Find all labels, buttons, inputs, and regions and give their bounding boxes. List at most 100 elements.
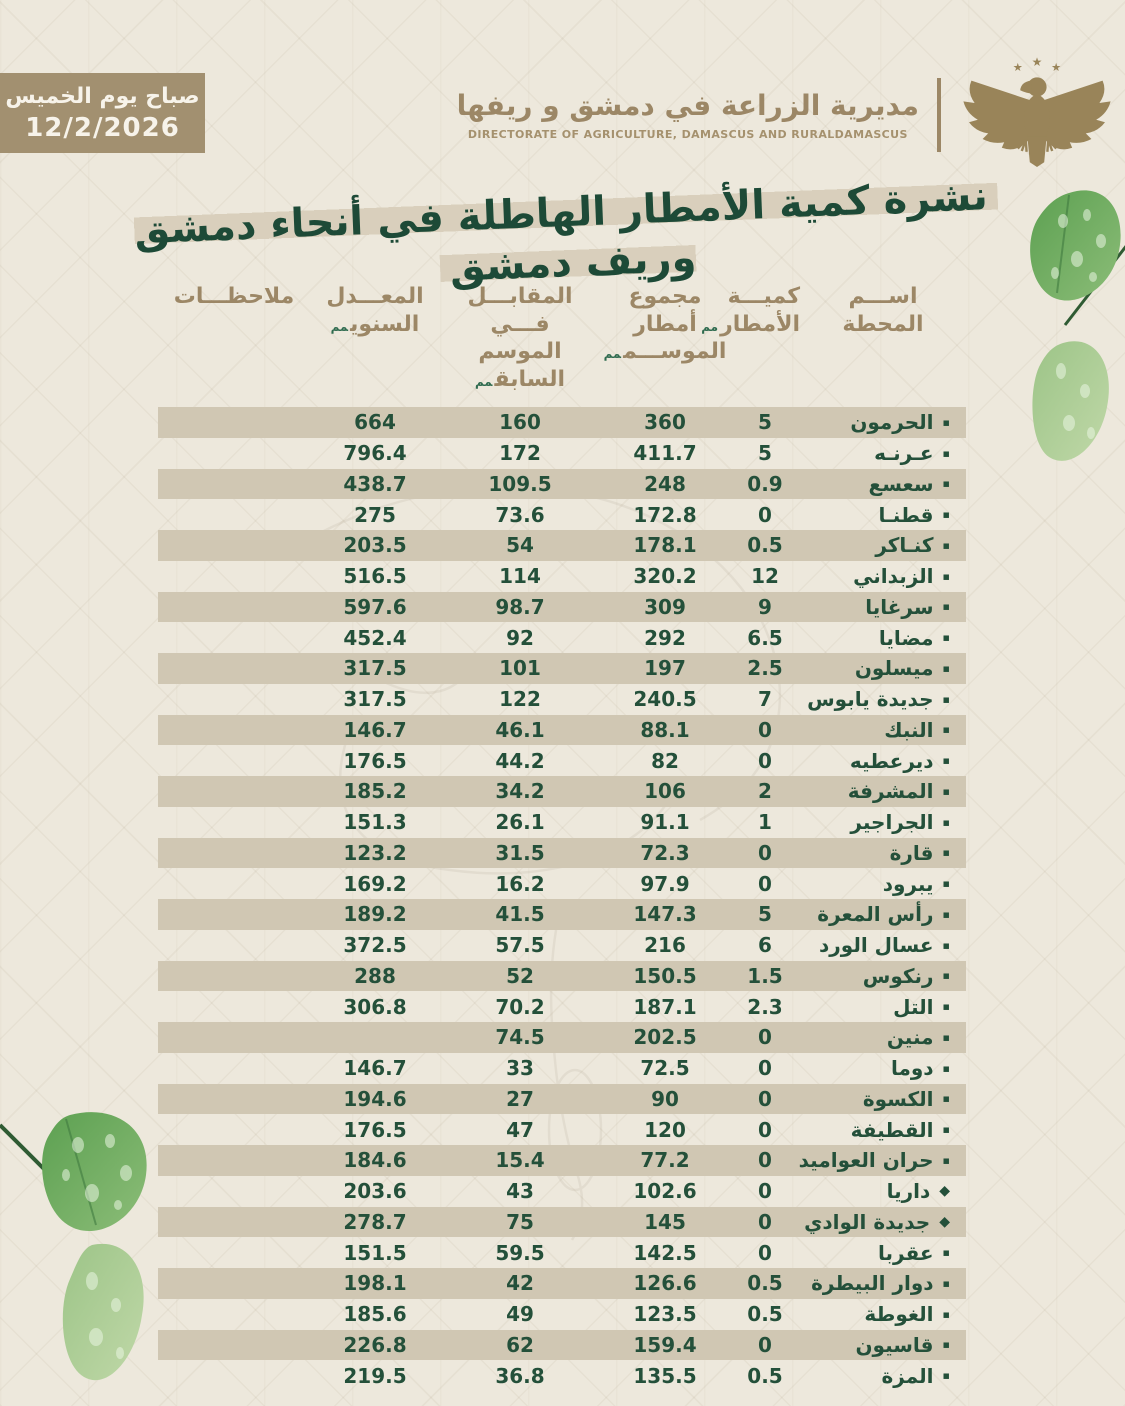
station-name: الغوطة [864, 1302, 934, 1327]
rain-amount-cell: 6 [758, 933, 772, 958]
previous-season-cell: 109.5 [488, 471, 552, 496]
previous-season-cell: 54 [506, 533, 534, 558]
rain-amount-cell: 9 [758, 594, 772, 619]
rain-amount-cell: 0 [758, 1148, 772, 1173]
station-name: قاسيون [855, 1332, 934, 1357]
annual-average-cell: 275 [354, 502, 396, 527]
previous-season-cell: 15.4 [495, 1148, 545, 1173]
table-row: ▪ قارة 0 72.3 31.5 123.2 [158, 837, 966, 869]
station-name: الحرمون [850, 410, 934, 435]
rain-amount-cell: 2.3 [747, 994, 783, 1019]
annual-average-cell: 203.6 [343, 1179, 407, 1204]
rainfall-table: اســـم المحطة كميـــة الأمطارمم مجموع أم… [158, 283, 966, 1391]
square-bullet-icon: ▪ [942, 723, 950, 737]
annual-average-cell: 219.5 [343, 1363, 407, 1388]
square-bullet-icon: ▪ [942, 1369, 950, 1383]
station-name: سعسع [868, 471, 934, 496]
station-name-cell: ▪ قاسيون [800, 1335, 966, 1355]
table-row: ▪ جديدة يابوس 7 240.5 122 317.5 [158, 684, 966, 715]
square-bullet-icon: ▪ [942, 815, 950, 829]
annual-average-cell: 169.2 [343, 871, 407, 896]
header-annual-average: المعـــدل السنويمم [326, 284, 424, 337]
previous-season-cell: 26.1 [495, 810, 545, 835]
annual-average-cell: 189.2 [343, 902, 407, 927]
table-row: ▪ ديرعطيه 0 82 44.2 176.5 [158, 745, 966, 776]
previous-season-cell: 46.1 [495, 717, 545, 742]
station-name: قطنـا [878, 502, 934, 527]
diamond-bullet-icon: ◆ [939, 1213, 950, 1230]
annual-average-cell: 151.3 [343, 810, 407, 835]
annual-average-cell: 151.5 [343, 1240, 407, 1265]
previous-season-cell: 16.2 [495, 871, 545, 896]
table-row: ▪ يبرود 0 97.9 16.2 169.2 [158, 868, 966, 899]
previous-season-cell: 73.6 [495, 502, 545, 527]
station-name: القطيفة [850, 1117, 934, 1142]
station-name-cell: ▪ الجراجير [800, 812, 966, 832]
season-total-cell: 411.7 [633, 441, 697, 466]
rain-amount-cell: 0.5 [747, 1363, 783, 1388]
season-total-cell: 292 [644, 625, 686, 650]
rain-amount-cell: 2 [758, 779, 772, 804]
rain-amount-cell: 12 [751, 564, 779, 589]
table-row: ▪ حران العواميد 0 77.2 15.4 184.6 [158, 1145, 966, 1176]
rain-amount-cell: 0 [758, 871, 772, 896]
season-total-cell: 145 [644, 1209, 686, 1234]
station-name: المزة [881, 1363, 934, 1388]
square-bullet-icon: ▪ [942, 1092, 950, 1106]
station-name: التل [893, 994, 934, 1019]
season-total-cell: 126.6 [633, 1271, 697, 1296]
station-name-cell: ▪ يبرود [800, 874, 966, 894]
station-name-cell: ▪ سرغايا [800, 597, 966, 617]
previous-season-cell: 70.2 [495, 994, 545, 1019]
rain-amount-cell: 2.5 [747, 656, 783, 681]
rain-amount-cell: 0.5 [747, 533, 783, 558]
station-name-cell: ▪ دوما [800, 1058, 966, 1078]
rain-amount-cell: 0 [758, 717, 772, 742]
table-row: ▪ عقربا 0 142.5 59.5 151.5 [158, 1237, 966, 1268]
annual-average-cell: 146.7 [343, 1056, 407, 1081]
season-total-cell: 187.1 [633, 994, 697, 1019]
rain-amount-cell: 1 [758, 810, 772, 835]
station-name-cell: ▪ قارة [800, 843, 966, 863]
unit-mm: مم [330, 319, 349, 334]
season-total-cell: 72.5 [640, 1056, 690, 1081]
season-total-cell: 97.9 [640, 871, 690, 896]
season-total-cell: 123.5 [633, 1302, 697, 1327]
station-name-cell: ▪ الغوطة [800, 1304, 966, 1324]
rain-amount-cell: 5 [758, 410, 772, 435]
square-bullet-icon: ▪ [942, 1307, 950, 1321]
station-name: مضايا [878, 625, 934, 650]
rain-amount-cell: 5 [758, 441, 772, 466]
table-row: ▪ النبك 0 88.1 46.1 146.7 [158, 714, 966, 746]
square-bullet-icon: ▪ [942, 538, 950, 552]
station-name: داريا [886, 1179, 931, 1204]
svg-text:★: ★ [1051, 61, 1061, 74]
station-name: منين [886, 1025, 934, 1050]
previous-season-cell: 62 [506, 1332, 534, 1357]
table-row: ▪ عـرنـه 5 411.7 172 796.4 [158, 438, 966, 469]
square-bullet-icon: ▪ [942, 907, 950, 921]
annual-average-cell: 306.8 [343, 994, 407, 1019]
season-total-cell: 248 [644, 471, 686, 496]
season-total-cell: 360 [644, 410, 686, 435]
season-total-cell: 147.3 [633, 902, 697, 927]
previous-season-cell: 59.5 [495, 1240, 545, 1265]
annual-average-cell: 198.1 [343, 1271, 407, 1296]
season-total-cell: 197 [644, 656, 686, 681]
square-bullet-icon: ▪ [942, 1123, 950, 1137]
previous-season-cell: 160 [499, 410, 541, 435]
season-total-cell: 216 [644, 933, 686, 958]
unit-mm: مم [474, 374, 493, 389]
station-name: جديدة يابوس [807, 687, 934, 712]
station-name: عقربا [878, 1240, 934, 1265]
station-name: دوار البيطرة [811, 1271, 934, 1296]
annual-average-cell: 123.2 [343, 840, 407, 865]
annual-average-cell: 146.7 [343, 717, 407, 742]
table-row: ▪ ميسلون 2.5 197 101 317.5 [158, 653, 966, 684]
station-name: رنكوس [862, 963, 934, 988]
station-name-cell: ▪ ديرعطيه [800, 751, 966, 771]
header-previous-season: المقابـــل فـــي الموسم السابقمم [467, 284, 573, 392]
table-row: ▪ سعسع 0.9 248 109.5 438.7 [158, 468, 966, 500]
station-name-cell: ▪ النبك [800, 720, 966, 740]
square-bullet-icon: ▪ [942, 446, 950, 460]
